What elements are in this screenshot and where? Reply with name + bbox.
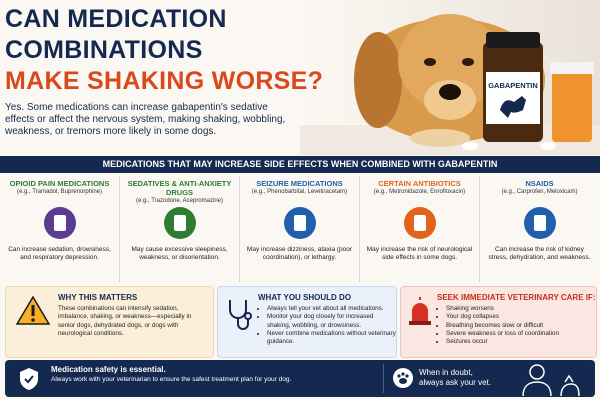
list-item: Shaking worsens xyxy=(446,305,596,313)
med-text: Can increase sedation, drowsiness, and r… xyxy=(8,246,111,261)
icon-glyph xyxy=(534,215,546,231)
footer-advice: When in doubt, always ask your vet. xyxy=(419,368,492,387)
med-text: Can increase the risk of kidney stress, … xyxy=(488,246,591,261)
vet-icon xyxy=(522,364,580,396)
urgent-box: SEEK IMMEDIATE VETERINARY CARE IF: Shaki… xyxy=(400,286,597,358)
med-examples: (e.g., Phenobarbital, Levetiracetam) xyxy=(251,189,348,195)
urgent-list: Shaking worsensYour dog collapsesBreathi… xyxy=(437,305,596,346)
list-item: Breathing becomes slow or difficult xyxy=(446,322,596,330)
banner: MEDICATIONS THAT MAY INCREASE SIDE EFFEC… xyxy=(0,156,600,173)
warning-icon xyxy=(16,295,50,325)
list-item: Seizures occur xyxy=(446,338,596,346)
med-text: May cause excessive sleepiness, weakness… xyxy=(131,246,228,261)
med-title: OPIOID PAIN MEDICATIONS xyxy=(9,179,110,188)
med-icon xyxy=(44,207,76,239)
paw-icon xyxy=(393,368,413,388)
stethoscope-icon xyxy=(229,300,252,330)
med-column: OPIOID PAIN MEDICATIONS (e.g., Tramadol, … xyxy=(0,176,120,282)
med-column: CERTAIN ANTIBIOTICS (e.g., Metronidazole,… xyxy=(360,176,480,282)
hero-image: GABAPENTIN xyxy=(300,0,600,155)
why-box: WHY THIS MATTERS These combinations can … xyxy=(5,286,214,358)
todo-list: Always tell your vet about all medicatio… xyxy=(258,305,397,346)
med-examples: (e.g., Trazodone, Acepromazine) xyxy=(135,198,224,204)
why-title: WHY THIS MATTERS xyxy=(58,293,138,302)
todo-title: WHAT YOU SHOULD DO xyxy=(258,293,352,302)
med-title: CERTAIN ANTIBIOTICS xyxy=(378,179,461,188)
icon-glyph xyxy=(414,215,426,231)
urgent-title: SEEK IMMEDIATE VETERINARY CARE IF: xyxy=(437,293,596,302)
icon-glyph xyxy=(174,215,186,231)
med-column: NSAIDS (e.g., Carprofen, Meloxicam) Can in… xyxy=(480,176,599,282)
icon-glyph xyxy=(294,215,306,231)
alarm-icon xyxy=(409,297,431,325)
list-item: Severe weakness or loss of coordination xyxy=(446,330,596,338)
title-line: COMBINATIONS xyxy=(5,36,203,64)
med-examples: (e.g., Carprofen, Meloxicam) xyxy=(501,189,578,195)
med-examples: (e.g., Tramadol, Buprenorphine) xyxy=(16,189,103,195)
list-item: Never combine medications without veteri… xyxy=(267,330,397,347)
med-title: SEIZURE MEDICATIONS xyxy=(256,179,343,188)
med-column: SEDATIVES & ANTI-ANXIETY DRUGS (e.g., Tra… xyxy=(120,176,240,282)
med-icon xyxy=(284,207,316,239)
footer-text: Always work with your veterinarian to en… xyxy=(51,376,292,383)
why-text: These combinations can intensify sedatio… xyxy=(58,305,192,337)
med-text: May increase the risk of neurological si… xyxy=(366,246,473,261)
med-column: SEIZURE MEDICATIONS (e.g., Phenobarbital,… xyxy=(240,176,360,282)
med-examples: (e.g., Metronidazole, Enrofloxacin) xyxy=(373,189,466,195)
title-line: CAN MEDICATION xyxy=(5,5,227,33)
list-item: Your dog collapses xyxy=(446,313,596,321)
list-item: Always tell your vet about all medicatio… xyxy=(267,305,397,313)
med-title: SEDATIVES & ANTI-ANXIETY DRUGS xyxy=(127,179,232,197)
med-title: NSAIDS xyxy=(525,179,554,188)
footer: Medication safety is essential. Always w… xyxy=(5,360,595,397)
med-icon xyxy=(524,207,556,239)
divider xyxy=(383,364,384,393)
bottle-label: GABAPENTIN xyxy=(488,81,538,90)
med-icon xyxy=(404,207,436,239)
todo-box: WHAT YOU SHOULD DO Always tell your vet … xyxy=(217,286,397,358)
intro: Yes. Some medications can increase gabap… xyxy=(5,102,286,137)
icon-glyph xyxy=(54,215,66,231)
med-text: May increase dizziness, ataxia (poor coo… xyxy=(246,246,353,261)
med-icon xyxy=(164,207,196,239)
shield-icon xyxy=(20,368,38,390)
title-line: MAKE SHAKING WORSE? xyxy=(5,67,324,95)
footer-title: Medication safety is essential. xyxy=(51,365,166,374)
list-item: Monitor your dog closely for increased s… xyxy=(267,313,397,330)
